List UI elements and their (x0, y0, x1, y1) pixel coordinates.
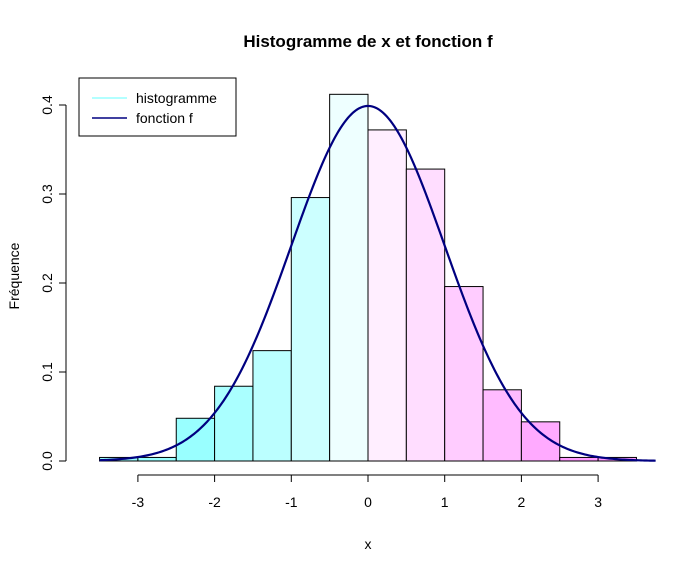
density-curve-layer (99, 104, 656, 462)
chart-title: Histogramme de x et fonction f (243, 32, 493, 51)
histogram-bar (290, 197, 331, 462)
histogram-bars (99, 93, 637, 462)
y-axis: 0.0 0.1 0.2 0.3 0.4 (39, 95, 67, 471)
histogram-bar (482, 389, 522, 462)
histogram-bar (444, 286, 484, 462)
histogram-bar (405, 168, 446, 462)
legend: histogramme fonction f (78, 77, 237, 137)
histogram-bar (175, 417, 216, 462)
legend-box (78, 77, 237, 137)
legend-label-histogramme: histogramme (136, 90, 217, 106)
histogram-bar (214, 385, 254, 462)
y-tick-label: 0.3 (39, 184, 55, 204)
histogram-bar (367, 129, 407, 462)
histogram-bar (329, 93, 369, 462)
y-tick-label: 0.4 (39, 95, 55, 115)
legend-label-fonction-f: fonction f (136, 110, 193, 126)
y-tick-label: 0.1 (39, 362, 55, 382)
x-tick-label: -3 (132, 494, 145, 510)
y-tick-label: 0.0 (39, 451, 55, 471)
density-curve (99, 104, 656, 462)
x-tick-label: 0 (364, 494, 372, 510)
x-tick-label: 2 (518, 494, 526, 510)
x-axis: -3 -2 -1 0 1 2 3 (132, 474, 602, 510)
x-tick-label: -2 (208, 494, 221, 510)
histogram-bar (252, 350, 292, 462)
x-tick-label: 1 (441, 494, 449, 510)
y-tick-label: 0.2 (39, 273, 55, 293)
y-axis-label: Fréquence (6, 242, 22, 309)
x-axis-label: x (365, 536, 372, 552)
histogram-bar (137, 456, 177, 462)
x-tick-label: 3 (594, 494, 602, 510)
x-tick-label: -1 (285, 494, 298, 510)
histogram-bar (559, 456, 599, 462)
